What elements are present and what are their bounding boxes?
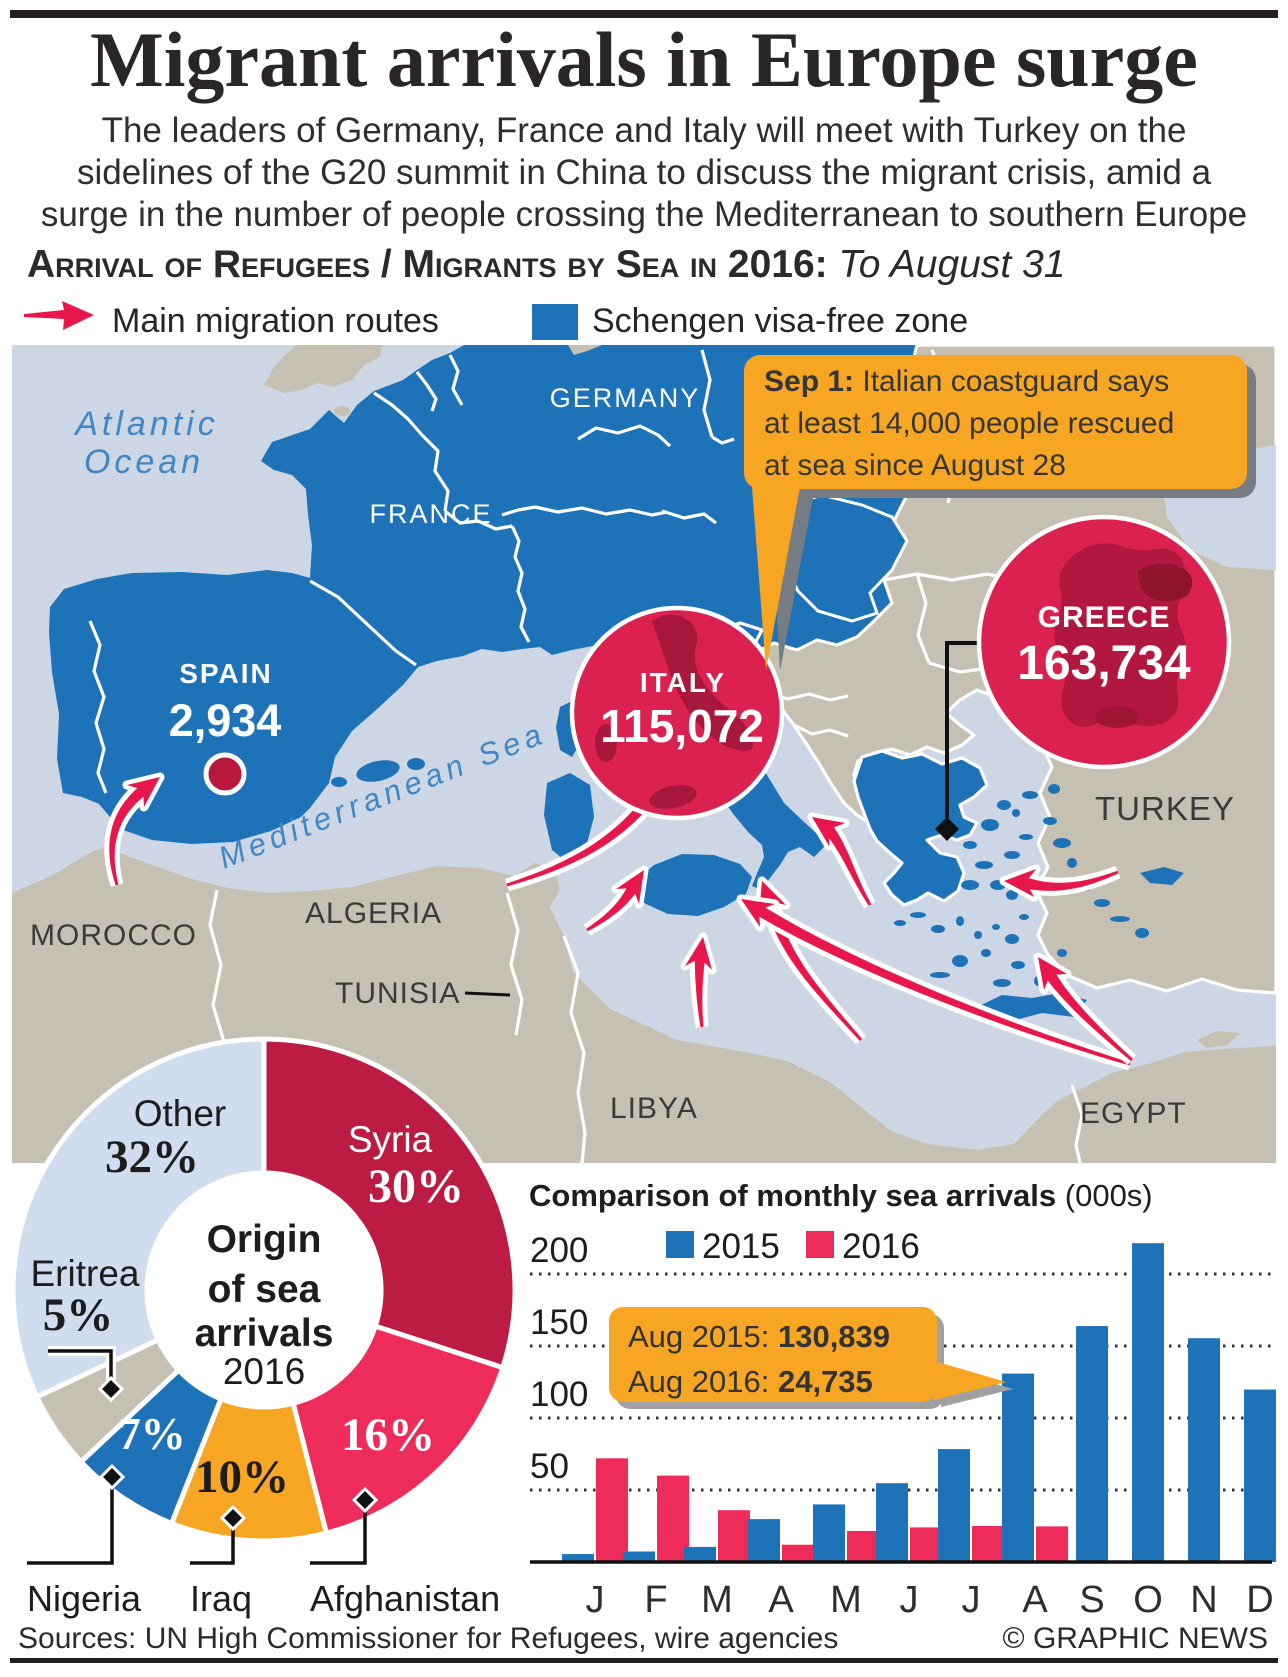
svg-text:D: D: [1246, 1579, 1273, 1621]
svg-text:7%: 7%: [118, 1409, 186, 1459]
svg-text:LIBYA: LIBYA: [610, 1092, 698, 1125]
svg-text:Comparison of monthly sea arri: Comparison of monthly sea arrivals (000s…: [529, 1178, 1153, 1213]
svg-text:2015: 2015: [702, 1227, 780, 1266]
svg-text:MOROCCO: MOROCCO: [30, 919, 197, 952]
svg-text:at sea since August 28: at sea since August 28: [764, 449, 1066, 482]
svg-text:32%: 32%: [105, 1131, 199, 1183]
svg-text:5%: 5%: [43, 1289, 114, 1341]
svg-text:2016: 2016: [842, 1227, 920, 1266]
svg-text:N: N: [1190, 1579, 1217, 1621]
svg-text:200: 200: [530, 1231, 588, 1270]
svg-text:2016: 2016: [223, 1351, 305, 1392]
svg-text:Eritrea: Eritrea: [31, 1253, 140, 1294]
svg-text:2,934: 2,934: [169, 695, 282, 746]
svg-text:of sea: of sea: [208, 1268, 321, 1311]
svg-text:115,072: 115,072: [600, 700, 764, 752]
svg-text:10%: 10%: [195, 1451, 289, 1503]
svg-text:SPAIN: SPAIN: [179, 658, 273, 689]
svg-text:Other: Other: [134, 1093, 227, 1134]
svg-text:ITALY: ITALY: [640, 667, 726, 698]
svg-text:EGYPT: EGYPT: [1080, 1097, 1187, 1130]
svg-text:arrivals: arrivals: [195, 1312, 334, 1355]
svg-text:Syria: Syria: [348, 1119, 433, 1160]
svg-text:Sep 1: Italian coastguard says: Sep 1: Italian coastguard says: [764, 365, 1169, 398]
svg-text:Ocean: Ocean: [84, 443, 204, 481]
svg-text:ALGERIA: ALGERIA: [305, 897, 442, 930]
svg-text:Aug 2015: 130,839: Aug 2015: 130,839: [628, 1319, 890, 1354]
svg-text:GERMANY: GERMANY: [550, 383, 701, 413]
svg-text:O: O: [1133, 1579, 1163, 1621]
svg-text:Origin: Origin: [207, 1218, 322, 1261]
svg-text:GREECE: GREECE: [1038, 601, 1171, 634]
svg-text:J: J: [962, 1579, 981, 1621]
svg-text:F: F: [644, 1579, 667, 1621]
svg-text:A: A: [768, 1579, 794, 1621]
svg-text:M: M: [830, 1579, 862, 1621]
svg-text:TURKEY: TURKEY: [1095, 790, 1235, 827]
svg-text:A: A: [1022, 1579, 1048, 1621]
svg-text:150: 150: [530, 1303, 588, 1342]
svg-text:M: M: [701, 1579, 733, 1621]
svg-text:J: J: [586, 1579, 605, 1621]
svg-text:at least 14,000 people rescued: at least 14,000 people rescued: [764, 407, 1174, 440]
svg-text:FRANCE: FRANCE: [369, 499, 492, 529]
svg-text:J: J: [900, 1579, 919, 1621]
svg-text:50: 50: [530, 1447, 569, 1486]
svg-text:30%: 30%: [368, 1160, 464, 1213]
svg-text:Atlantic: Atlantic: [73, 405, 219, 443]
svg-text:S: S: [1079, 1579, 1104, 1621]
svg-text:Aug 2016: 24,735: Aug 2016: 24,735: [628, 1364, 873, 1399]
svg-text:TUNISIA: TUNISIA: [335, 977, 460, 1010]
svg-text:163,734: 163,734: [1017, 637, 1191, 690]
svg-text:16%: 16%: [341, 1409, 435, 1461]
svg-text:100: 100: [530, 1375, 588, 1414]
